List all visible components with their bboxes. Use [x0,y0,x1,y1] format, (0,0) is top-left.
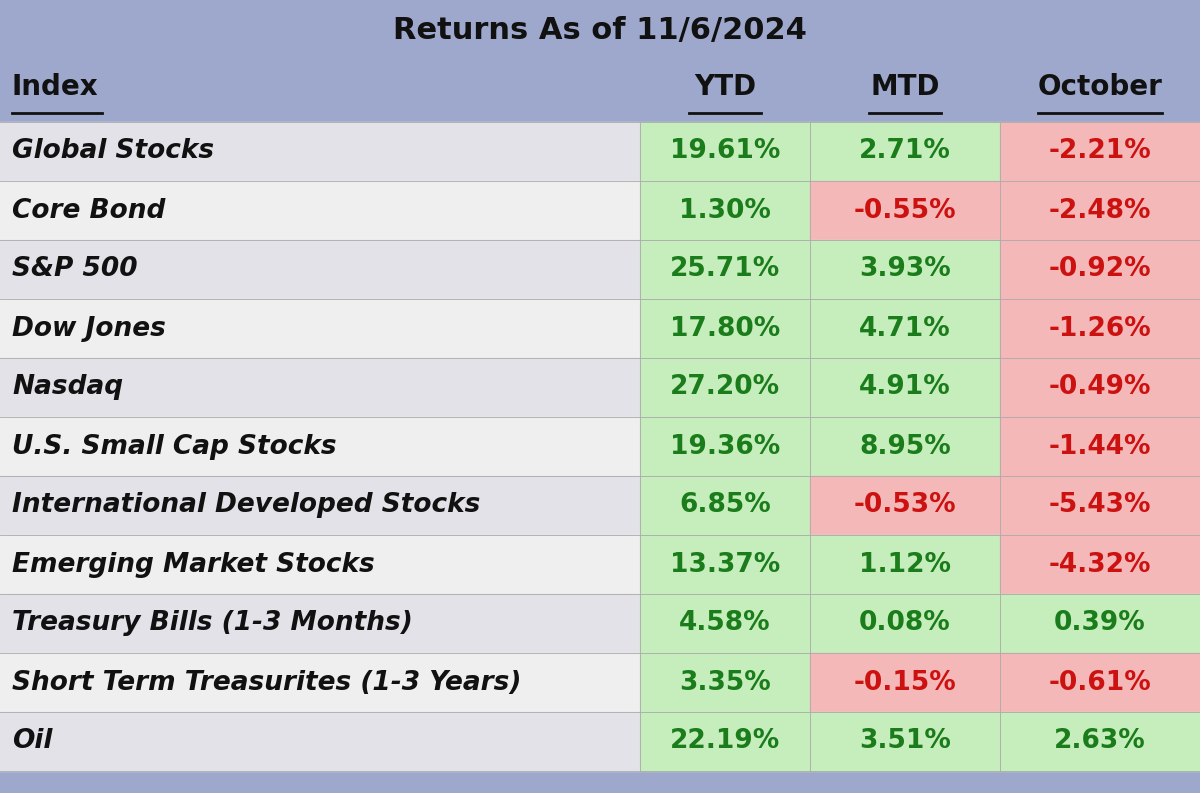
Text: U.S. Small Cap Stocks: U.S. Small Cap Stocks [12,434,337,459]
Text: -0.53%: -0.53% [853,492,956,519]
Bar [0,594,640,653]
Bar [1000,181,1200,240]
Bar [810,417,1000,476]
Text: International Developed Stocks: International Developed Stocks [12,492,480,519]
Text: Oil: Oil [12,729,53,754]
Text: 1.30%: 1.30% [679,197,770,224]
Bar [0,417,640,476]
Bar [1000,653,1200,712]
Text: Global Stocks: Global Stocks [12,139,214,164]
Bar [1000,122,1200,181]
Bar [810,358,1000,417]
Bar [0,358,640,417]
Text: 4.71%: 4.71% [859,316,950,342]
Text: -4.32%: -4.32% [1049,551,1151,577]
Text: 22.19%: 22.19% [670,729,780,754]
Text: 0.08%: 0.08% [859,611,950,637]
Text: -5.43%: -5.43% [1049,492,1151,519]
Text: -2.48%: -2.48% [1049,197,1151,224]
Bar [1000,417,1200,476]
Text: 25.71%: 25.71% [670,256,780,282]
Text: -0.15%: -0.15% [853,669,956,695]
Text: -0.61%: -0.61% [1049,669,1151,695]
Bar [1000,240,1200,299]
Bar [640,181,810,240]
Bar [1000,299,1200,358]
Bar [0,60,1200,122]
Bar [810,594,1000,653]
Text: -1.26%: -1.26% [1049,316,1151,342]
Bar [810,535,1000,594]
Bar [0,240,640,299]
Bar [640,653,810,712]
Bar [0,535,640,594]
Bar [810,476,1000,535]
Text: 2.71%: 2.71% [859,139,950,164]
Bar [640,122,810,181]
Text: -1.44%: -1.44% [1049,434,1151,459]
Bar [640,476,810,535]
Bar [810,240,1000,299]
Bar [640,712,810,771]
Bar [640,240,810,299]
Text: October: October [1038,73,1163,101]
Text: Nasdaq: Nasdaq [12,374,124,400]
Text: -0.49%: -0.49% [1049,374,1151,400]
Bar [0,299,640,358]
Text: 8.95%: 8.95% [859,434,950,459]
Bar [0,122,640,181]
Text: 4.91%: 4.91% [859,374,950,400]
Bar [810,122,1000,181]
Text: 3.35%: 3.35% [679,669,770,695]
Bar [0,476,640,535]
Text: 4.58%: 4.58% [679,611,770,637]
Text: 1.12%: 1.12% [859,551,952,577]
Text: S&P 500: S&P 500 [12,256,138,282]
Bar [810,712,1000,771]
Text: YTD: YTD [694,73,756,101]
Text: Index: Index [12,73,98,101]
Text: 13.37%: 13.37% [670,551,780,577]
Bar [1000,476,1200,535]
Text: Core Bond: Core Bond [12,197,166,224]
Text: Treasury Bills (1-3 Months): Treasury Bills (1-3 Months) [12,611,413,637]
Text: -0.55%: -0.55% [853,197,956,224]
Text: -0.92%: -0.92% [1049,256,1151,282]
Bar [0,0,1200,60]
Text: 19.36%: 19.36% [670,434,780,459]
Bar [1000,358,1200,417]
Bar [810,299,1000,358]
Text: 6.85%: 6.85% [679,492,770,519]
Text: 19.61%: 19.61% [670,139,780,164]
Bar [640,299,810,358]
Text: MTD: MTD [870,73,940,101]
Text: 3.93%: 3.93% [859,256,950,282]
Text: Dow Jones: Dow Jones [12,316,166,342]
Bar [0,712,640,771]
Bar [0,653,640,712]
Text: Short Term Treasurites (1-3 Years): Short Term Treasurites (1-3 Years) [12,669,521,695]
Bar [640,417,810,476]
Text: 17.80%: 17.80% [670,316,780,342]
Bar [640,535,810,594]
Bar [640,594,810,653]
Bar [810,181,1000,240]
Bar [1000,535,1200,594]
Text: 27.20%: 27.20% [670,374,780,400]
Text: 3.51%: 3.51% [859,729,950,754]
Bar [810,653,1000,712]
Text: -2.21%: -2.21% [1049,139,1151,164]
Text: Returns As of 11/6/2024: Returns As of 11/6/2024 [394,16,806,44]
Bar [1000,594,1200,653]
Bar [640,358,810,417]
Text: Emerging Market Stocks: Emerging Market Stocks [12,551,374,577]
Text: 2.63%: 2.63% [1054,729,1146,754]
Text: 0.39%: 0.39% [1054,611,1146,637]
Bar [0,181,640,240]
Bar [1000,712,1200,771]
